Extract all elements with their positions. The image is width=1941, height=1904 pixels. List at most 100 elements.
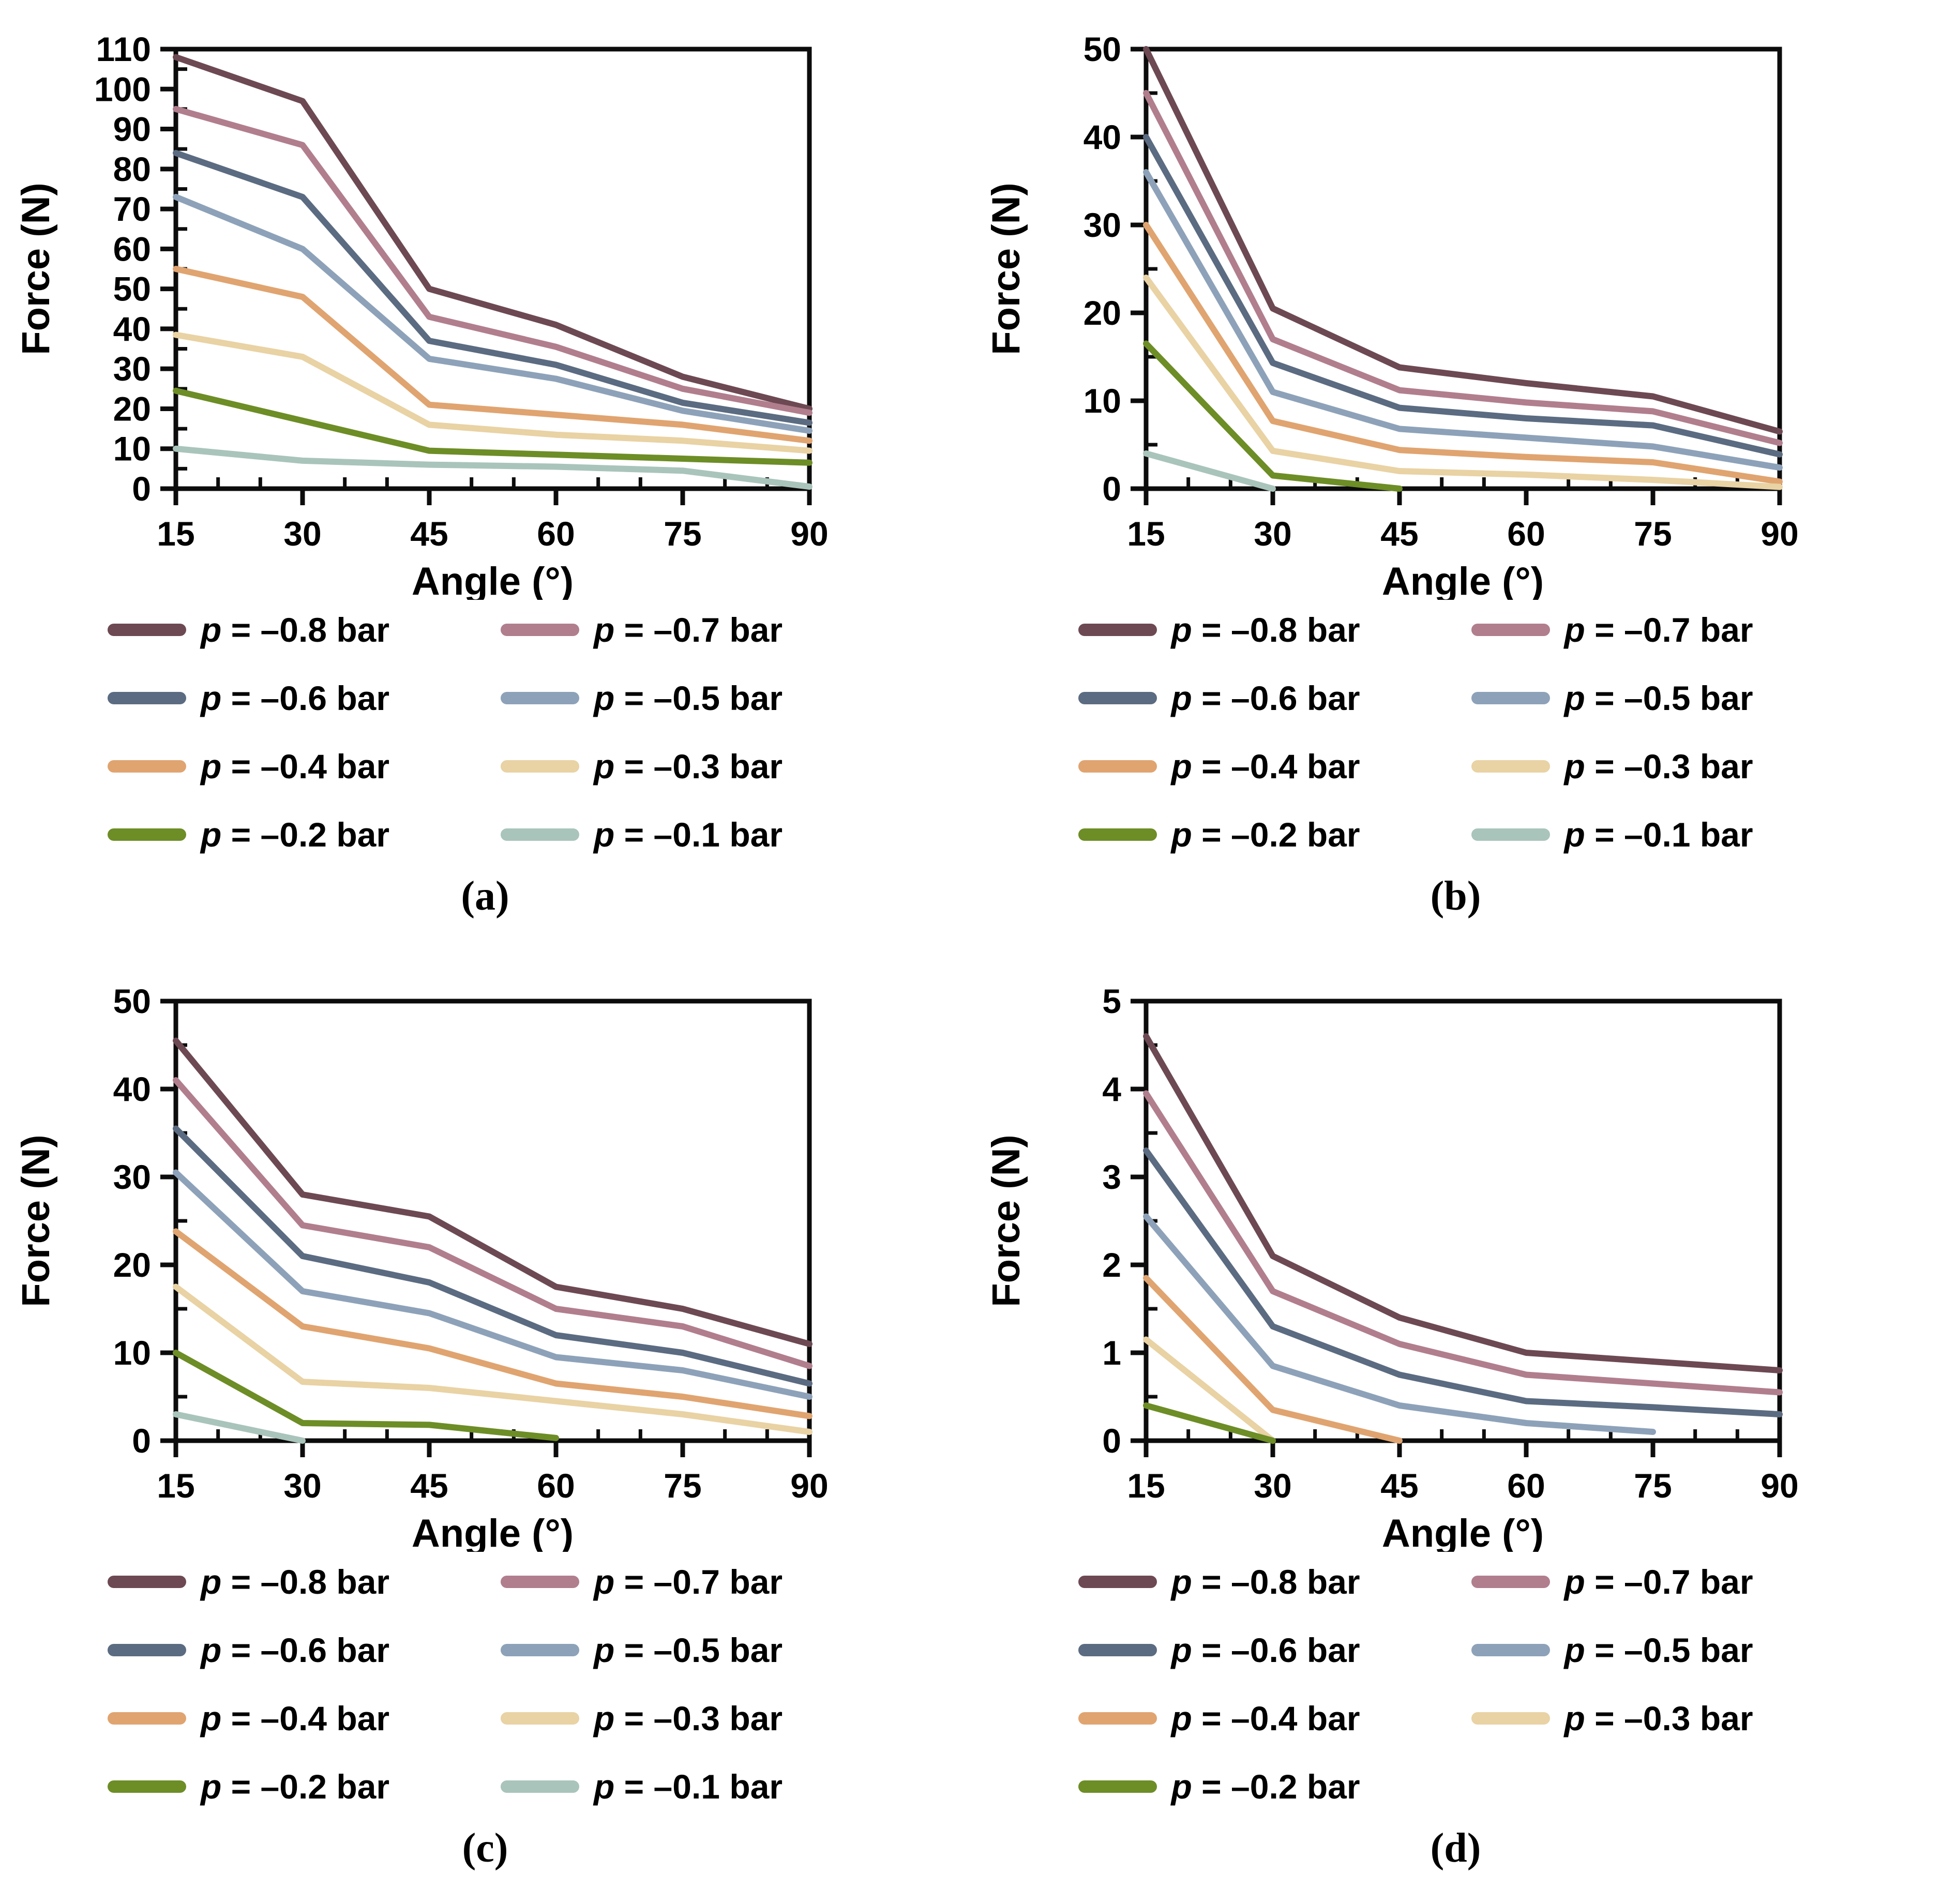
- x-axis-title: Angle (°): [412, 1512, 574, 1552]
- legend-item: p = –0.7 bar: [1471, 1562, 1833, 1601]
- y-tick-label: 0: [132, 470, 151, 508]
- legend-label: p = –0.5 bar: [1564, 679, 1753, 717]
- legend-item: p = –0.8 bar: [108, 1562, 501, 1601]
- legend-label: p = –0.6 bar: [201, 1631, 390, 1669]
- y-tick-label: 20: [113, 1246, 151, 1284]
- caption-a: (a): [461, 873, 509, 919]
- legend-label: p = –0.4 bar: [1171, 1699, 1360, 1737]
- legend-item: p = –0.7 bar: [501, 610, 863, 649]
- y-tick-label: 30: [113, 1158, 151, 1196]
- y-tick-label: 1: [1102, 1334, 1121, 1372]
- legend-swatch: [108, 760, 186, 773]
- legend-item: p = –0.2 bar: [108, 815, 501, 854]
- plot-frame: [1143, 47, 1782, 491]
- series-line: [1143, 1147, 1783, 1417]
- legend-swatch: [501, 1576, 579, 1588]
- legend-label: p = –0.3 bar: [1564, 1699, 1753, 1737]
- legend-item: p = –0.5 bar: [1471, 1630, 1833, 1670]
- x-axis-title: Angle (°): [1382, 560, 1544, 600]
- legend-item: p = –0.7 bar: [501, 1562, 863, 1601]
- legend-label: p = –0.8 bar: [1171, 1563, 1360, 1601]
- legend-label: p = –0.2 bar: [1171, 1767, 1360, 1806]
- y-tick-label: 20: [113, 389, 151, 428]
- series-line: [1143, 450, 1276, 492]
- legend-label: p = –0.2 bar: [201, 1767, 390, 1806]
- series-line: [173, 1228, 812, 1419]
- x-tick-label: 45: [1380, 1467, 1418, 1505]
- legend-item: p = –0.6 bar: [108, 678, 501, 718]
- legend-d: p = –0.8 bar p = –0.7 bar p = –0.6 bar p = …: [970, 1562, 1941, 1806]
- legend-swatch: [501, 828, 579, 841]
- legend-swatch: [1471, 1644, 1550, 1656]
- series-line: [1143, 1213, 1656, 1435]
- legend-c: p = –0.8 bar p = –0.7 bar p = –0.6 bar p = …: [0, 1562, 970, 1806]
- legend-item: p = –0.8 bar: [108, 610, 501, 649]
- legend-item: p = –0.8 bar: [1078, 1562, 1471, 1601]
- series-line: [1143, 1402, 1276, 1444]
- legend-swatch: [1078, 828, 1157, 841]
- y-tick-label: 0: [1102, 1422, 1121, 1460]
- legend-item: p = –0.5 bar: [1471, 678, 1833, 718]
- x-tick-label: 75: [1634, 1467, 1672, 1505]
- legend-item: p = –0.4 bar: [1078, 1699, 1471, 1738]
- x-tick-label: 75: [664, 515, 701, 553]
- x-tick-label: 30: [1254, 515, 1291, 553]
- legend-label: p = –0.7 bar: [594, 1563, 783, 1601]
- y-tick-label: 60: [113, 230, 151, 268]
- series-line: [173, 1077, 812, 1369]
- y-tick-label: 40: [113, 1070, 151, 1108]
- y-tick-label: 40: [113, 310, 151, 348]
- series-line: [1143, 1090, 1783, 1396]
- series-line: [1143, 1275, 1403, 1444]
- legend-swatch: [1471, 760, 1550, 773]
- y-tick-label: 70: [113, 190, 151, 228]
- panel-d: 0 1 2 3 4 5 15 30 45 60 75 90 Angle (°) Force (N) p =…: [970, 952, 1941, 1904]
- legend-label: p = –0.6 bar: [1171, 679, 1360, 717]
- legend-label: p = –0.5 bar: [594, 1631, 783, 1669]
- legend-swatch: [108, 1576, 186, 1588]
- legend-swatch: [501, 1780, 579, 1793]
- series-line: [173, 54, 812, 412]
- y-tick-label: 2: [1102, 1246, 1121, 1284]
- y-tick-label: 10: [113, 430, 151, 468]
- series-line: [1143, 222, 1783, 485]
- legend-label: p = –0.1 bar: [1564, 815, 1753, 854]
- series-line: [173, 1283, 812, 1435]
- legend-swatch: [1471, 828, 1550, 841]
- legend-a: p = –0.8 bar p = –0.7 bar p = –0.6 bar p = …: [0, 610, 970, 854]
- legend-label: p = –0.6 bar: [201, 679, 390, 717]
- legend-item: p = –0.3 bar: [1471, 747, 1833, 786]
- x-axis-title: Angle (°): [1382, 1512, 1544, 1552]
- x-tick-label: 15: [1127, 1467, 1165, 1505]
- y-tick-label: 5: [1102, 982, 1121, 1020]
- legend-swatch: [108, 1780, 186, 1793]
- legend-swatch: [501, 692, 579, 704]
- legend-swatch: [1078, 624, 1157, 636]
- caption-c: (c): [462, 1825, 508, 1871]
- x-tick-label: 90: [1761, 1467, 1798, 1505]
- legend-b: p = –0.8 bar p = –0.7 bar p = –0.6 bar p = …: [970, 610, 1941, 854]
- legend-label: p = –0.5 bar: [1564, 1631, 1753, 1669]
- y-tick-label: 30: [1084, 206, 1121, 244]
- y-axis-title: Force (N): [14, 183, 58, 355]
- y-tick-label: 50: [113, 982, 151, 1020]
- x-tick-label: 90: [790, 1467, 828, 1505]
- legend-label: p = –0.7 bar: [1564, 611, 1753, 649]
- legend-item: p = –0.1 bar: [501, 815, 863, 854]
- legend-item: p = –0.3 bar: [1471, 1699, 1833, 1738]
- legend-label: p = –0.2 bar: [1171, 815, 1360, 854]
- x-tick-label: 30: [1254, 1467, 1291, 1505]
- legend-item: p = –0.3 bar: [501, 1699, 863, 1738]
- legend-swatch: [501, 1712, 579, 1725]
- legend-label: p = –0.1 bar: [594, 815, 783, 854]
- legend-item: p = –0.4 bar: [1078, 747, 1471, 786]
- legend-swatch: [1078, 1576, 1157, 1588]
- legend-label: p = –0.4 bar: [201, 1699, 390, 1737]
- legend-item: p = –0.3 bar: [501, 747, 863, 786]
- legend-swatch: [1078, 1712, 1157, 1725]
- series-line: [173, 1350, 559, 1441]
- legend-item: p = –0.4 bar: [108, 747, 501, 786]
- legend-label: p = –0.8 bar: [201, 1563, 390, 1601]
